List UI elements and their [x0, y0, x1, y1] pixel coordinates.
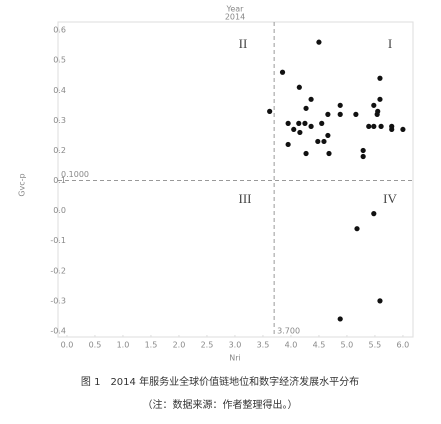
point [375, 108, 381, 114]
point [389, 123, 395, 129]
point [315, 138, 321, 145]
quadrant-label: IV [383, 191, 397, 206]
x-tick-label: 2.5 [201, 341, 214, 350]
x-tick-label: 1.5 [145, 341, 158, 350]
y-axis-label: Gvc-p [18, 173, 27, 196]
note: （注：数据来源：作者整理得出。） [143, 398, 298, 411]
point [337, 111, 343, 117]
x-tick-label: 3.0 [229, 341, 242, 350]
point [321, 138, 327, 145]
point [371, 211, 377, 217]
x-tick-label: 3.5 [257, 341, 270, 350]
x-tick-label: 5.5 [369, 341, 382, 350]
point [303, 105, 309, 111]
point [297, 129, 303, 136]
quadrant-label: II [239, 36, 248, 51]
point [308, 123, 314, 129]
point [337, 102, 343, 108]
point [285, 120, 291, 126]
quadrant-label: I [388, 36, 392, 51]
header: Year [226, 5, 245, 14]
point [319, 120, 325, 126]
x-tick-label: 1.0 [117, 341, 130, 350]
point [296, 84, 302, 90]
point [302, 120, 308, 126]
point [291, 126, 297, 133]
x-tick-label: 6.0 [397, 341, 410, 350]
x-tick-label: 4.5 [313, 341, 326, 350]
point [308, 96, 314, 102]
point [354, 226, 360, 232]
reference-label: 0.1000 [61, 170, 89, 179]
point [353, 111, 359, 117]
point [325, 111, 331, 117]
point [316, 39, 322, 45]
reference-label: 3.700 [277, 327, 300, 336]
x-tick-label: 5.0 [341, 341, 354, 350]
plot-frame [57, 21, 414, 338]
point [360, 153, 366, 160]
point [285, 141, 291, 148]
point [303, 150, 309, 157]
point [296, 120, 302, 126]
point [366, 123, 372, 129]
x-tick-label: 2.0 [173, 341, 186, 350]
point [337, 316, 343, 322]
point [267, 108, 273, 114]
point [371, 123, 377, 129]
x-tick-label: 4.0 [285, 341, 298, 350]
x-tick-label: 0.0 [61, 341, 74, 350]
x-axis-label: Nri [229, 354, 241, 363]
x-tick-label: 0.5 [89, 341, 102, 350]
point [325, 132, 331, 139]
point [378, 123, 384, 129]
quadrant-label: III [239, 191, 252, 206]
point [377, 75, 383, 81]
point [377, 298, 383, 304]
caption: 图 1 2014 年服务业全球价值链地位和数字经济发展水平分布 [81, 375, 359, 388]
point [279, 69, 286, 75]
point [371, 102, 377, 108]
point [400, 126, 406, 133]
header-value: 2014 [225, 13, 245, 22]
point [326, 150, 332, 157]
point [360, 147, 366, 154]
point [377, 96, 383, 102]
